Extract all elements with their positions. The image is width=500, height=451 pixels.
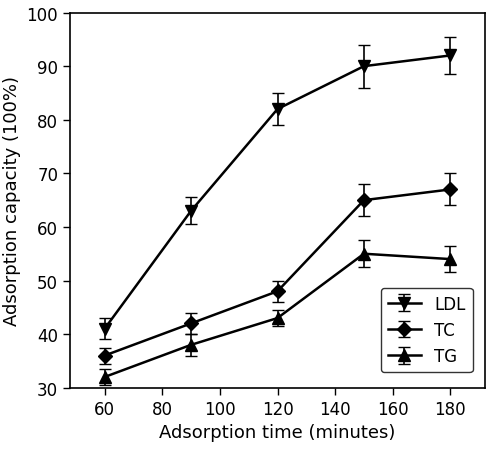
- Legend: LDL, TC, TG: LDL, TC, TG: [381, 288, 472, 372]
- X-axis label: Adsorption time (minutes): Adsorption time (minutes): [160, 423, 396, 441]
- Y-axis label: Adsorption capacity (100%): Adsorption capacity (100%): [3, 76, 21, 326]
